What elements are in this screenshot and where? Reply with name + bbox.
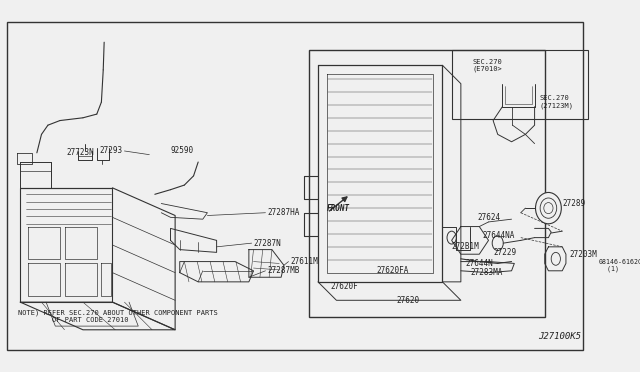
Text: SEC.270
(27123M): SEC.270 (27123M) (540, 95, 573, 109)
Text: 27620FA: 27620FA (376, 266, 408, 275)
Text: 272B1M: 272B1M (452, 242, 479, 251)
Text: 27620F: 27620F (330, 282, 358, 291)
Text: FRONT: FRONT (327, 203, 350, 213)
Text: S: S (639, 261, 640, 270)
Text: SEC.270
(E7010>: SEC.270 (E7010> (473, 58, 502, 72)
Text: 27287HA: 27287HA (268, 208, 300, 217)
Text: 27611M: 27611M (291, 257, 318, 266)
Text: 27283MA: 27283MA (470, 268, 502, 277)
Text: 27624: 27624 (477, 213, 500, 222)
Text: 27289: 27289 (563, 199, 586, 208)
Text: 27287MB: 27287MB (268, 266, 300, 275)
Text: 27644N: 27644N (465, 259, 493, 268)
Text: NOTE) REFER SEC.270 ABOUT OTHER COMPONENT PARTS
        OF PART CODE 27010: NOTE) REFER SEC.270 ABOUT OTHER COMPONEN… (19, 310, 218, 323)
Ellipse shape (551, 252, 561, 265)
Bar (308, 49, 545, 317)
Ellipse shape (492, 236, 503, 250)
Ellipse shape (540, 198, 557, 218)
Text: 27723N: 27723N (67, 148, 94, 157)
Bar (452, 49, 588, 119)
Ellipse shape (544, 203, 553, 214)
Text: 27620: 27620 (396, 296, 419, 305)
Text: 27287N: 27287N (253, 239, 281, 248)
Text: 27644NA: 27644NA (482, 231, 515, 240)
Text: 27203M: 27203M (570, 250, 597, 259)
Text: 27293: 27293 (100, 147, 123, 155)
Circle shape (635, 259, 640, 272)
Text: 27229: 27229 (493, 248, 516, 257)
Text: 08146-6162G
  (1): 08146-6162G (1) (599, 259, 640, 272)
Ellipse shape (447, 231, 456, 244)
Text: J27100K5: J27100K5 (538, 332, 580, 341)
Ellipse shape (536, 192, 561, 224)
Text: 92590: 92590 (170, 147, 194, 155)
